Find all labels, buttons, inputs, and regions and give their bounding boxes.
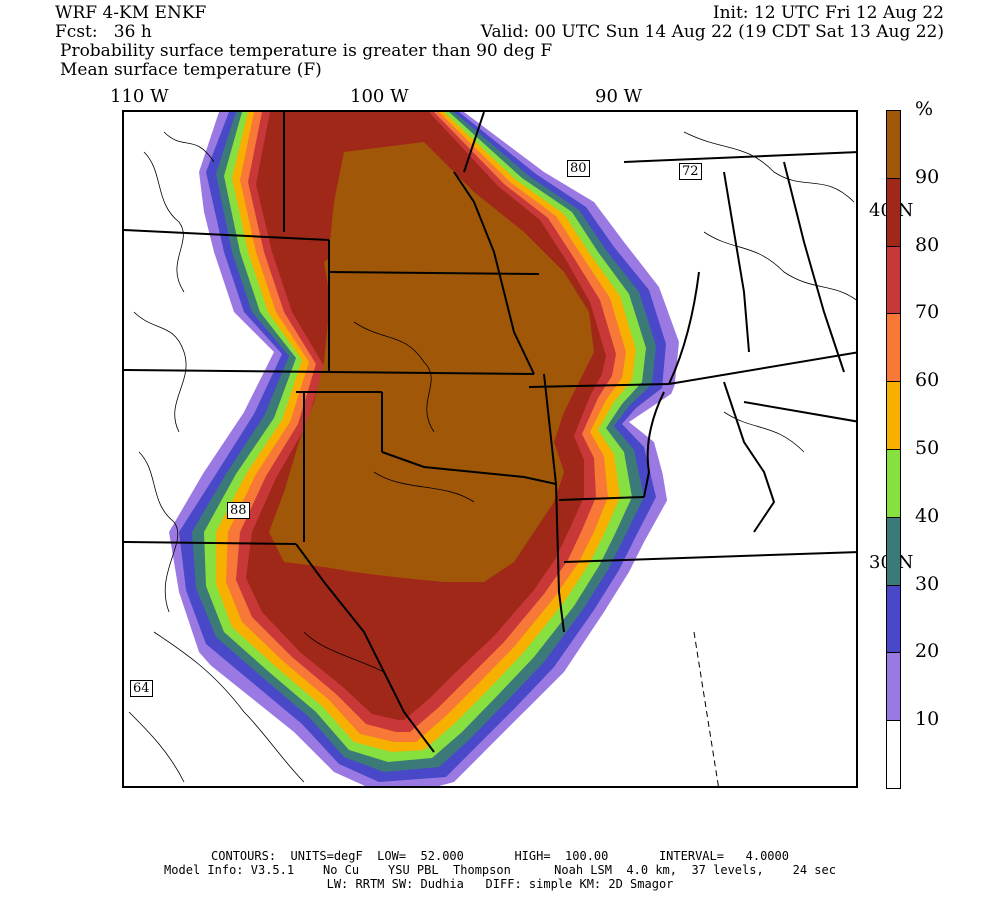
- colorbar-bin: [886, 449, 901, 518]
- interstate-80-label: 80: [567, 160, 590, 177]
- colorbar-unit: %: [915, 98, 934, 120]
- colorbar-bin: [886, 245, 901, 315]
- lon-label-100w: 100 W: [350, 86, 409, 107]
- interstate-88-label: 88: [227, 502, 250, 519]
- init-time: Init: 12 UTC Fri 12 Aug 22: [712, 3, 944, 23]
- colorbar-tick-label: 50: [915, 437, 940, 459]
- colorbar-bin: [886, 652, 901, 722]
- lon-label-110w: 110 W: [110, 86, 169, 107]
- colorbar-bin: [886, 516, 901, 586]
- colorbar-tick-label: 90: [915, 165, 940, 188]
- valid-time: Valid: 00 UTC Sun 14 Aug 22 (19 CDT Sat …: [480, 22, 944, 42]
- colorbar-bin: [886, 313, 901, 383]
- colorbar-tick-label: 20: [915, 640, 940, 663]
- interstate-72-label: 72: [679, 163, 702, 180]
- colorbar-bin: [886, 110, 901, 179]
- colorbar-tick-label: 70: [915, 301, 940, 324]
- interstate-64-label: 64: [130, 680, 153, 697]
- model-title: WRF 4-KM ENKF: [55, 3, 207, 23]
- colorbar-bin: [886, 381, 901, 450]
- field-description: Probability surface temperature is great…: [60, 41, 553, 61]
- colorbar-tick-label: 40: [915, 504, 940, 527]
- colorbar-tick-label: 30: [915, 572, 940, 595]
- colorbar-tick-label: 80: [915, 233, 940, 256]
- footer-contours: CONTOURS: UNITS=degF LOW= 52.000 HIGH= 1…: [211, 849, 789, 863]
- footer-model-info: Model Info: V3.5.1 No Cu YSU PBL Thompso…: [164, 863, 836, 877]
- colorbar-bin: [886, 177, 901, 247]
- colorbar-bin: [886, 584, 901, 654]
- colorbar-tick-label: 10: [915, 708, 940, 731]
- colorbar-bin: [886, 720, 901, 789]
- map-panel[interactable]: [122, 110, 858, 788]
- probability-field: [124, 112, 856, 786]
- colorbar-tick-label: 60: [915, 369, 940, 392]
- lon-label-90w: 90 W: [595, 86, 643, 107]
- forecast-hour: Fcst: 36 h: [55, 22, 152, 42]
- footer-physics: LW: RRTM SW: Dudhia DIFF: simple KM: 2D …: [326, 877, 674, 891]
- contour-description: Mean surface temperature (F): [60, 60, 322, 80]
